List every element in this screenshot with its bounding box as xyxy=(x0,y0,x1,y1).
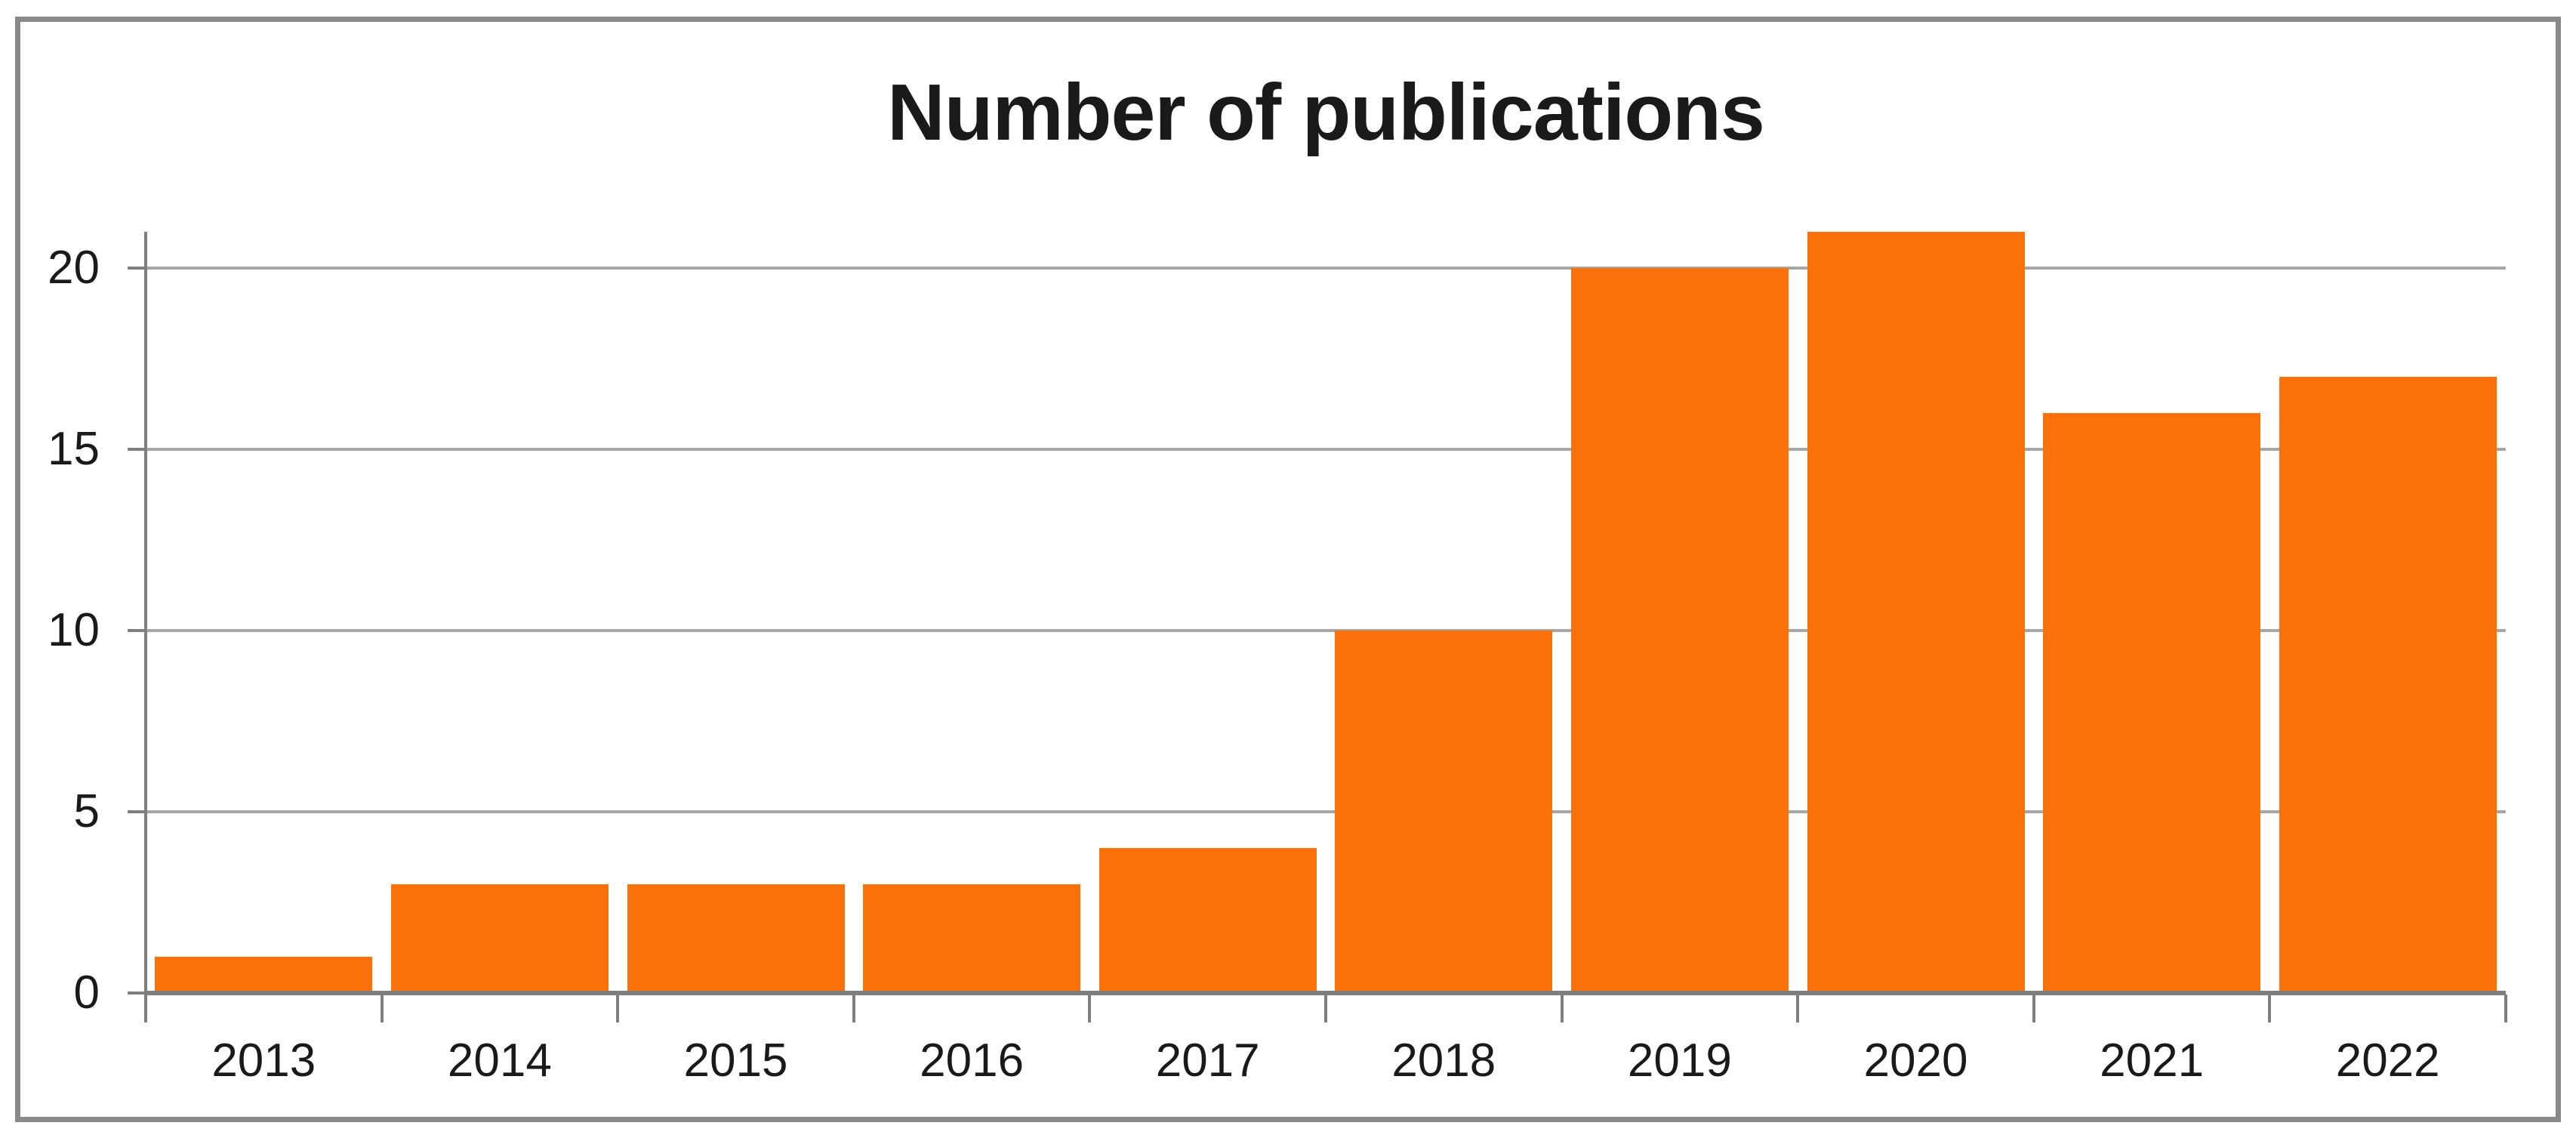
y-tick xyxy=(128,267,146,270)
x-tick xyxy=(2268,995,2272,1022)
x-category-label-2021: 2021 xyxy=(2100,1035,2205,1087)
bar-2019 xyxy=(1570,268,1789,993)
x-category-label-2015: 2015 xyxy=(683,1035,788,1087)
bar-2013 xyxy=(155,957,373,993)
y-tick xyxy=(128,810,146,813)
y-tick-label-20: 20 xyxy=(48,242,100,294)
x-category-label-2017: 2017 xyxy=(1155,1035,1260,1087)
bar-2017 xyxy=(1098,848,1317,993)
x-tick xyxy=(2032,995,2035,1022)
bar-2016 xyxy=(863,884,1081,993)
bar-2015 xyxy=(627,884,845,993)
gridline-15 xyxy=(146,448,2506,451)
gridline-10 xyxy=(146,629,2506,632)
y-tick xyxy=(128,629,146,632)
bar-2021 xyxy=(2043,413,2261,993)
y-tick-label-15: 15 xyxy=(48,423,100,475)
bar-2020 xyxy=(1807,232,2025,993)
y-tick-label-10: 10 xyxy=(48,604,100,656)
y-tick xyxy=(128,448,146,451)
x-category-label-2016: 2016 xyxy=(920,1035,1025,1087)
x-tick xyxy=(380,995,384,1022)
gridline-20 xyxy=(146,267,2506,270)
bar-2018 xyxy=(1335,631,1553,993)
x-tick xyxy=(1560,995,1564,1022)
x-category-label-2020: 2020 xyxy=(1863,1035,1968,1087)
bar-2014 xyxy=(390,884,609,993)
x-category-label-2018: 2018 xyxy=(1391,1035,1496,1087)
chart-title: Number of publications xyxy=(887,68,1765,157)
gridline-5 xyxy=(146,810,2506,813)
y-tick-label-5: 5 xyxy=(73,785,100,837)
y-tick-label-0: 0 xyxy=(73,967,100,1019)
bar-2022 xyxy=(2279,377,2497,993)
x-tick xyxy=(1796,995,1800,1022)
x-tick xyxy=(852,995,855,1022)
y-axis-line xyxy=(144,232,147,1022)
x-tick xyxy=(144,995,147,1022)
x-category-label-2014: 2014 xyxy=(447,1035,552,1087)
x-category-label-2019: 2019 xyxy=(1627,1035,1732,1087)
x-category-label-2022: 2022 xyxy=(2335,1035,2440,1087)
x-tick xyxy=(2504,995,2507,1022)
x-tick xyxy=(1324,995,1327,1022)
x-tick xyxy=(616,995,620,1022)
x-tick xyxy=(1088,995,1092,1022)
x-axis-line xyxy=(146,991,2506,995)
x-category-label-2013: 2013 xyxy=(211,1035,316,1087)
y-tick xyxy=(128,992,146,995)
